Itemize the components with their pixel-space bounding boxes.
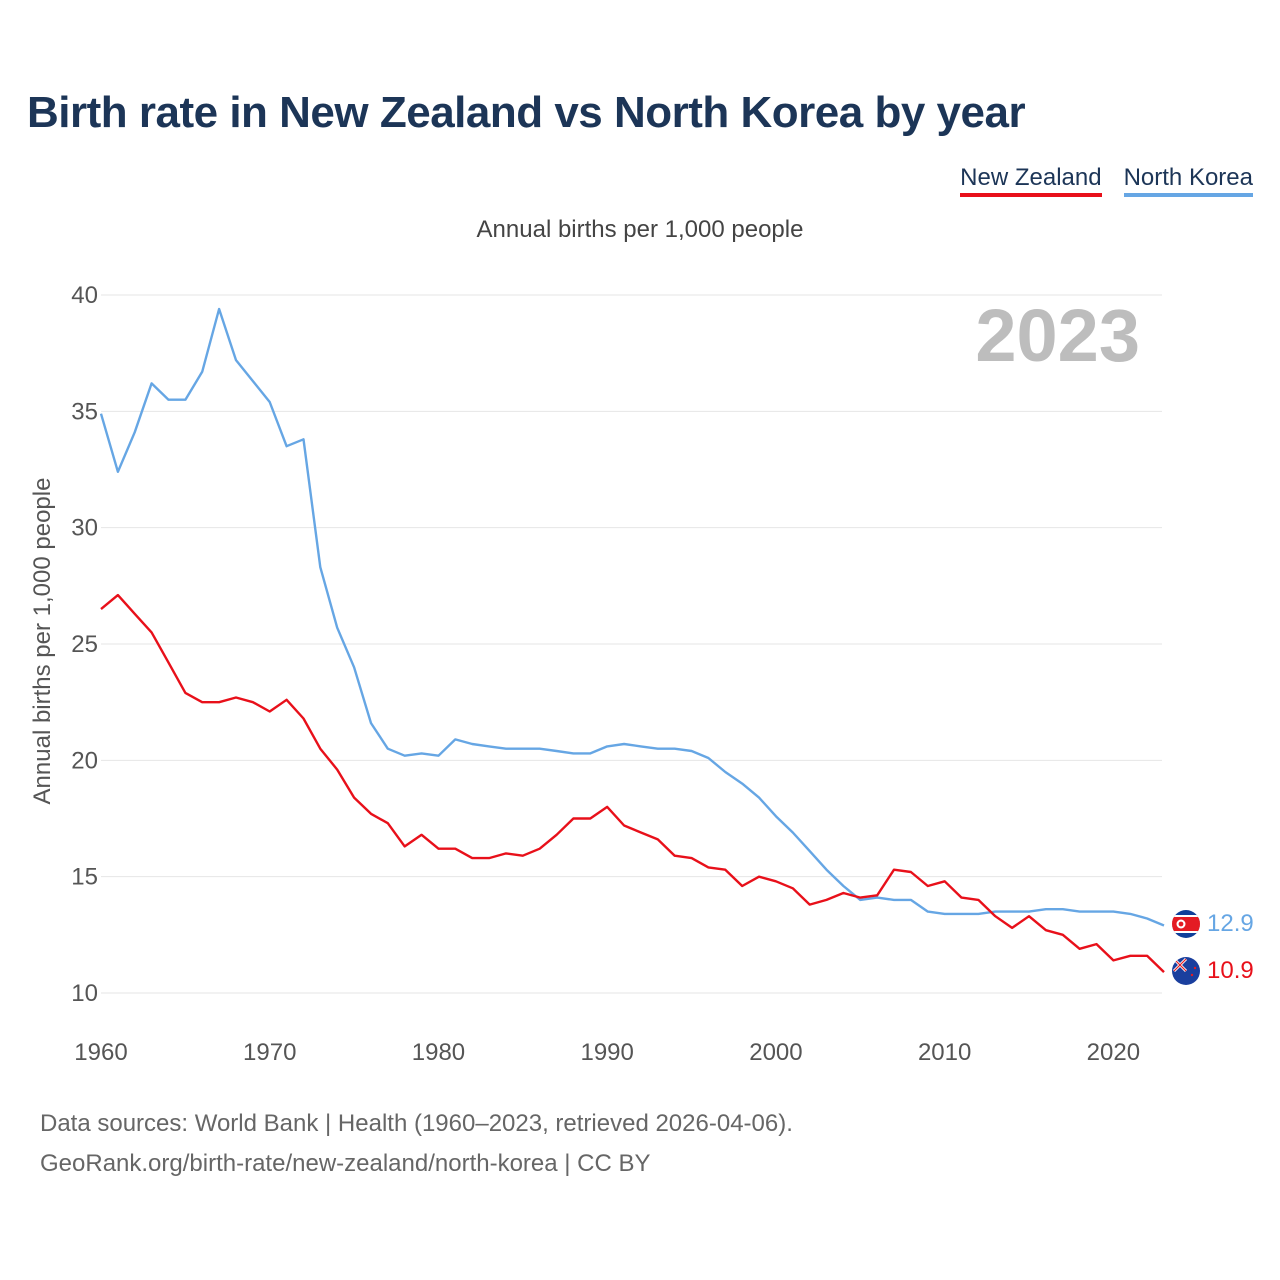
legend-item-new-zealand[interactable]: New Zealand — [960, 164, 1102, 197]
x-tick-label-1980: 1980 — [412, 1039, 465, 1066]
chart-title: Birth rate in New Zealand vs North Korea… — [27, 88, 1026, 137]
y-tick-label-25: 25 — [71, 631, 98, 658]
chart-subtitle: Annual births per 1,000 people — [476, 216, 804, 243]
gridlines — [101, 294, 1162, 994]
y-axis-ticks: 10 15 20 25 30 35 40 — [71, 282, 98, 1007]
legend-item-north-korea[interactable]: North Korea — [1123, 164, 1253, 197]
source-url[interactable]: GeoRank.org/birth-rate/new-zealand/north… — [40, 1150, 651, 1177]
y-axis-label: Annual births per 1,000 people — [29, 478, 56, 805]
x-tick-label-2010: 2010 — [918, 1039, 971, 1066]
x-tick-label-2000: 2000 — [749, 1039, 802, 1066]
y-tick-label-35: 35 — [71, 398, 98, 425]
end-label-new-zealand: 10.9 — [1207, 957, 1254, 984]
x-tick-label-1990: 1990 — [580, 1039, 633, 1066]
y-tick-label-30: 30 — [71, 515, 98, 542]
y-tick-label-40: 40 — [71, 282, 98, 309]
x-tick-label-1970: 1970 — [243, 1039, 296, 1066]
x-tick-label-1960: 1960 — [74, 1039, 127, 1066]
north-korea-flag-icon — [1172, 910, 1200, 938]
x-axis-ticks: 1960 1970 1980 1990 2000 2010 2020 — [74, 1039, 1140, 1066]
y-tick-label-10: 10 — [71, 980, 98, 1007]
footer: Data sources: World Bank | Health (1960–… — [40, 1104, 793, 1184]
end-label-north-korea: 12.9 — [1207, 910, 1254, 937]
series-line-north-korea[interactable] — [99, 307, 1165, 927]
legend: New Zealand North Korea — [960, 164, 1253, 197]
year-watermark: 2023 — [975, 294, 1140, 377]
y-tick-label-15: 15 — [71, 864, 98, 891]
series-line-new-zealand[interactable] — [100, 593, 1165, 973]
y-tick-label-20: 20 — [71, 747, 98, 774]
new-zealand-flag-icon — [1172, 957, 1200, 985]
data-sources: Data sources: World Bank | Health (1960–… — [40, 1110, 793, 1137]
x-tick-label-2020: 2020 — [1087, 1039, 1140, 1066]
series-lines — [99, 307, 1165, 973]
